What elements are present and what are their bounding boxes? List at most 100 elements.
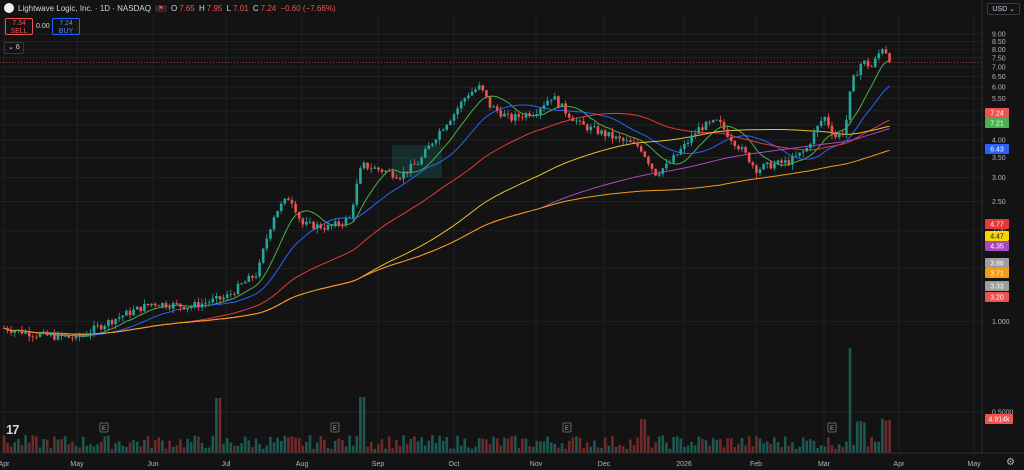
volume-bar	[801, 437, 805, 453]
volume-bar	[31, 435, 35, 453]
volume-bar	[751, 446, 755, 453]
candle-body	[416, 164, 420, 165]
candle-body	[344, 218, 348, 225]
volume-bar	[6, 442, 9, 453]
volume-bar	[852, 445, 855, 453]
volume-bar	[67, 444, 71, 453]
volume-bar	[888, 419, 891, 453]
x-tick-label: Mar	[818, 461, 831, 468]
candle-body	[74, 334, 78, 339]
candle-body	[276, 210, 279, 218]
candle-body	[377, 167, 380, 170]
volume-bar	[582, 448, 585, 453]
candle-body	[438, 130, 441, 140]
candle-body	[621, 138, 625, 141]
flag-icon: ⚑	[154, 4, 167, 12]
y-tick-label: 7.50	[992, 55, 1006, 62]
candle-body	[737, 145, 740, 150]
volume-bar	[744, 445, 747, 453]
y-tick-label: 4.00	[992, 138, 1006, 145]
candle-body	[251, 275, 254, 278]
volume-bar	[128, 442, 132, 453]
volume-bar	[546, 436, 549, 453]
volume-bar	[776, 441, 780, 453]
candle-body	[499, 110, 503, 117]
volume-bar	[528, 445, 531, 453]
volume-bar	[265, 445, 269, 453]
price-label-tag	[985, 241, 1009, 251]
volume-bar	[477, 438, 481, 453]
candle-body	[837, 133, 841, 138]
volume-bar	[819, 445, 823, 453]
volume-bar	[135, 441, 139, 453]
candle-body	[132, 309, 135, 316]
candle-body	[593, 126, 596, 128]
volume-bar	[873, 441, 877, 453]
candle-body	[855, 75, 859, 76]
candle-body	[384, 170, 387, 172]
candle-body	[85, 334, 89, 336]
volume-bar	[603, 437, 607, 453]
candle-body	[639, 146, 643, 152]
volume-bar	[762, 443, 765, 453]
candle-body	[848, 91, 852, 120]
candle-body	[96, 325, 99, 327]
candle-body	[654, 168, 657, 176]
candle-body	[146, 303, 150, 306]
volume-bar	[650, 447, 654, 453]
volume-bar	[319, 436, 323, 453]
x-tick-label: Nov	[530, 461, 543, 468]
candle-body	[747, 152, 751, 163]
volume-bar	[607, 445, 611, 453]
buy-label: BUY	[58, 28, 74, 35]
indicators-toggle[interactable]: ⌄ 6	[4, 42, 24, 54]
volume-bar	[74, 445, 78, 453]
ohlc-values: O 7.65 H 7.95 L 7.01 C 7.24 −0.60 (−7.66%)	[170, 3, 336, 13]
volume-bar	[830, 445, 834, 453]
buy-button[interactable]: 7.24 BUY	[52, 18, 80, 35]
candle-body	[31, 336, 35, 338]
candle-body	[193, 302, 197, 307]
ma-10-line	[3, 60, 890, 337]
candle-body	[150, 303, 153, 306]
volume-bar	[870, 437, 873, 453]
volume-bar	[240, 443, 243, 453]
volume-bar	[78, 447, 81, 453]
x-tick-label: May	[967, 461, 981, 468]
volume-bar	[621, 446, 625, 453]
candle-body	[539, 108, 542, 115]
currency-selector[interactable]: USD ⌄	[987, 3, 1020, 15]
gear-icon[interactable]: ⚙	[1006, 457, 1015, 468]
candle-body	[675, 154, 679, 156]
candle-body	[578, 120, 582, 122]
volume-bar	[506, 438, 510, 453]
candle-body	[236, 283, 240, 295]
candle-body	[283, 198, 287, 204]
volume-bar	[423, 445, 427, 453]
candle-body	[53, 333, 56, 340]
symbol-title[interactable]: Lightwave Logic, Inc. · 1D · NASDAQ	[18, 3, 151, 13]
volume-bar	[517, 447, 521, 453]
volume-bar	[823, 446, 827, 453]
candle-body	[719, 119, 722, 122]
candle-body	[405, 171, 409, 173]
candle-body	[798, 152, 801, 156]
earnings-marker-box	[827, 422, 837, 433]
candle-body	[445, 124, 449, 130]
sell-button[interactable]: 7.34 SELL	[5, 18, 33, 35]
candle-body	[888, 53, 891, 62]
volume-bar	[787, 445, 791, 453]
candle-body	[603, 130, 607, 137]
volume-bar	[243, 436, 247, 453]
candle-body	[337, 221, 341, 225]
volume-bar	[470, 448, 474, 453]
tradingview-logo-icon[interactable]: 17	[6, 422, 20, 437]
volume-bar	[420, 437, 423, 453]
candle-body	[362, 162, 366, 169]
candle-body	[225, 294, 229, 298]
volume-bar	[17, 438, 20, 453]
x-tick-label: Oct	[449, 461, 460, 468]
candle-body	[319, 224, 323, 229]
candle-body	[629, 140, 632, 143]
